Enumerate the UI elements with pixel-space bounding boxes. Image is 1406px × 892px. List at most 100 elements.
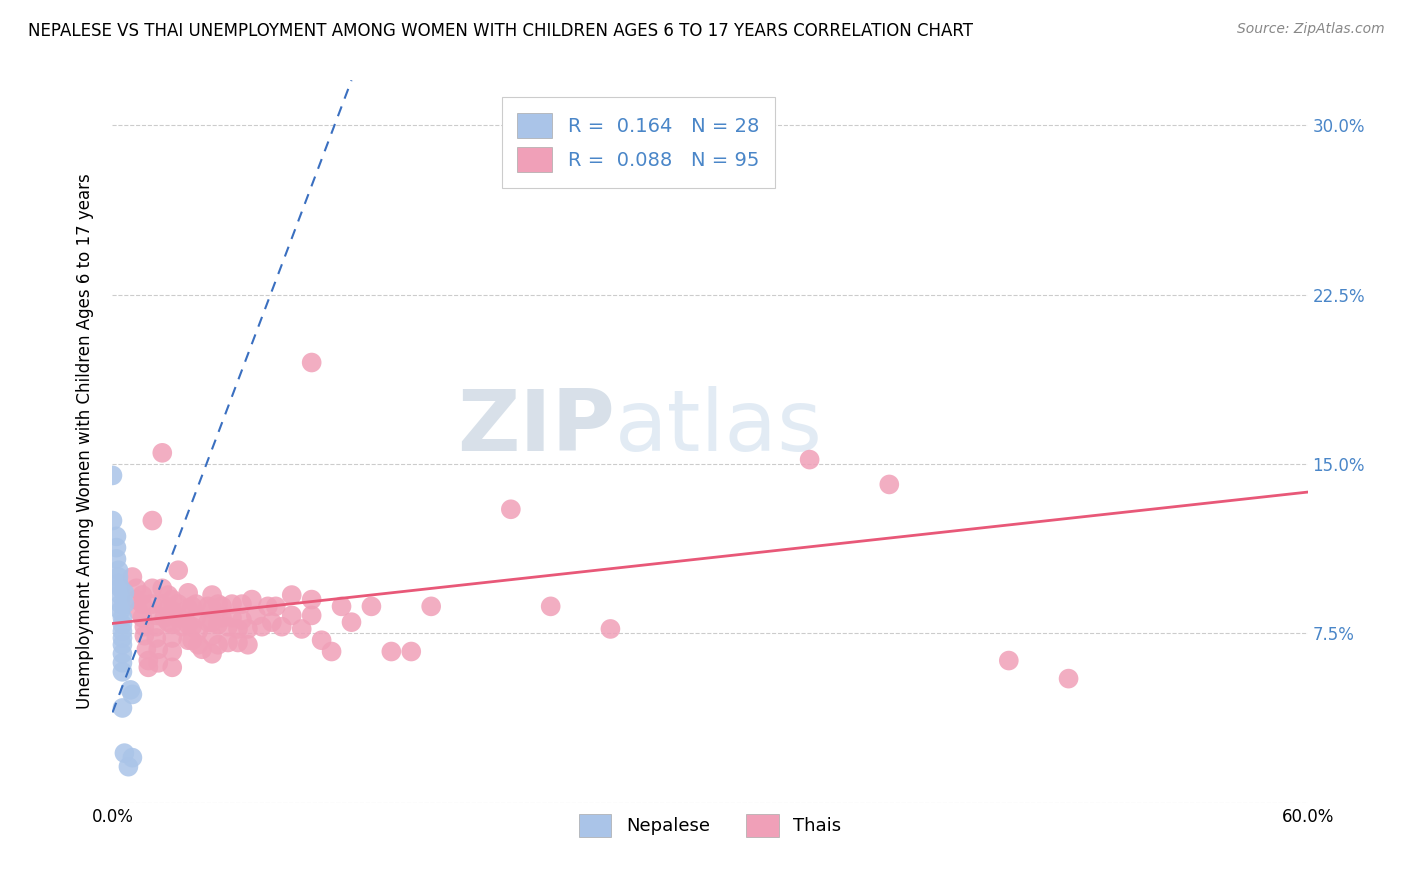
Point — [107, 563, 129, 577]
Point — [401, 644, 423, 658]
Point — [207, 617, 229, 632]
Text: Source: ZipAtlas.com: Source: ZipAtlas.com — [1237, 22, 1385, 37]
Point — [127, 604, 149, 618]
Point — [291, 622, 314, 636]
Point — [150, 582, 173, 596]
Point — [270, 620, 292, 634]
Point — [111, 647, 134, 661]
Point — [125, 582, 148, 596]
Point — [117, 760, 139, 774]
Point — [187, 638, 209, 652]
Point — [111, 665, 134, 679]
Point — [148, 642, 170, 657]
Point — [111, 701, 134, 715]
Y-axis label: Unemployment Among Women with Children Ages 6 to 17 years: Unemployment Among Women with Children A… — [76, 174, 94, 709]
Point — [197, 615, 219, 630]
Point — [281, 588, 304, 602]
Point — [162, 604, 183, 618]
Point — [186, 610, 208, 624]
Point — [110, 588, 132, 602]
Text: NEPALESE VS THAI UNEMPLOYMENT AMONG WOMEN WITH CHILDREN AGES 6 TO 17 YEARS CORRE: NEPALESE VS THAI UNEMPLOYMENT AMONG WOME… — [28, 22, 973, 40]
Point — [121, 570, 143, 584]
Point — [145, 631, 167, 645]
Point — [111, 638, 134, 652]
Point — [236, 638, 259, 652]
Point — [264, 599, 287, 614]
Point — [360, 599, 382, 614]
Point — [420, 599, 443, 614]
Point — [101, 514, 124, 528]
Point — [201, 647, 224, 661]
Point — [177, 601, 200, 615]
Point — [311, 633, 333, 648]
Point — [148, 656, 170, 670]
Point — [879, 477, 901, 491]
Point — [120, 682, 142, 697]
Point — [699, 119, 721, 133]
Point — [125, 592, 148, 607]
Point — [141, 582, 163, 596]
Point — [245, 608, 267, 623]
Point — [211, 599, 233, 614]
Point — [105, 541, 128, 555]
Point — [177, 633, 200, 648]
Point — [110, 597, 132, 611]
Point — [380, 644, 402, 658]
Point — [172, 620, 194, 634]
Point — [111, 656, 134, 670]
Legend: Nepalese, Thais: Nepalese, Thais — [572, 806, 848, 845]
Point — [201, 601, 224, 615]
Point — [281, 608, 304, 623]
Point — [167, 563, 190, 577]
Point — [321, 644, 343, 658]
Point — [226, 635, 249, 649]
Point — [186, 597, 208, 611]
Point — [138, 660, 160, 674]
Point — [181, 620, 204, 634]
Point — [181, 599, 204, 614]
Point — [114, 586, 135, 600]
Point — [121, 687, 143, 701]
Point — [114, 597, 135, 611]
Point — [107, 570, 129, 584]
Point — [110, 604, 132, 618]
Point — [141, 514, 163, 528]
Point — [162, 660, 183, 674]
Point — [499, 502, 522, 516]
Point — [162, 617, 183, 632]
Point — [177, 617, 200, 632]
Point — [799, 452, 821, 467]
Point — [540, 599, 562, 614]
Point — [221, 597, 243, 611]
Point — [138, 654, 160, 668]
Point — [162, 644, 183, 658]
Point — [998, 654, 1021, 668]
Point — [201, 629, 224, 643]
Point — [111, 610, 134, 624]
Point — [153, 610, 176, 624]
Point — [105, 529, 128, 543]
Point — [114, 746, 135, 760]
Point — [599, 622, 621, 636]
Point — [145, 620, 167, 634]
Point — [231, 597, 253, 611]
Point — [101, 468, 124, 483]
Point — [207, 597, 229, 611]
Point — [340, 615, 363, 630]
Point — [167, 610, 190, 624]
Point — [240, 592, 263, 607]
Text: atlas: atlas — [614, 385, 823, 468]
Point — [207, 638, 229, 652]
Point — [111, 631, 134, 645]
Point — [231, 613, 253, 627]
Point — [301, 592, 323, 607]
Point — [181, 633, 204, 648]
Point — [260, 615, 283, 630]
Point — [145, 608, 167, 623]
Point — [150, 597, 173, 611]
Point — [157, 601, 180, 615]
Point — [257, 599, 280, 614]
Point — [221, 610, 243, 624]
Point — [111, 624, 134, 639]
Point — [157, 588, 180, 602]
